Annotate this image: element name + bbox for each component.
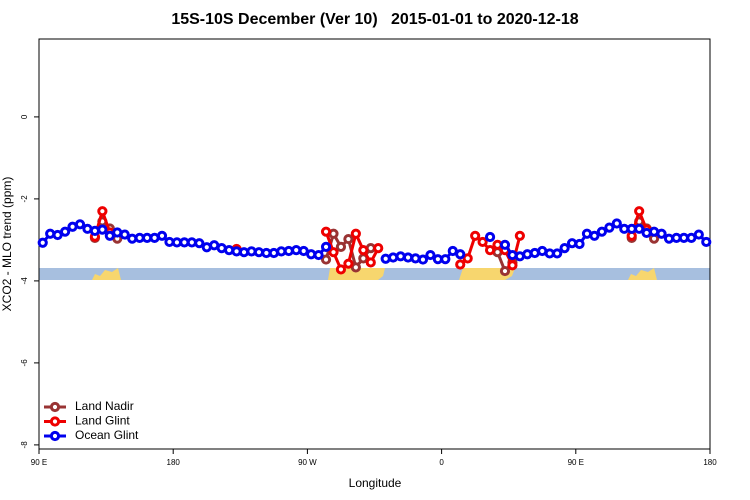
- data-point: [462, 253, 473, 264]
- data-point: [335, 241, 347, 252]
- data-point: [514, 230, 525, 241]
- x-tick-label: 180: [167, 458, 181, 467]
- x-tick-label: 90 W: [298, 458, 317, 467]
- data-point: [611, 218, 622, 229]
- data-point: [97, 206, 108, 217]
- legend-label: Land Glint: [75, 414, 130, 428]
- legend-marker: [49, 430, 61, 442]
- data-point: [97, 224, 108, 235]
- legend-label: Ocean Glint: [75, 428, 139, 442]
- data-point: [589, 230, 600, 241]
- legend-label: Land Nadir: [75, 399, 134, 413]
- data-point: [634, 223, 645, 234]
- data-point: [320, 241, 332, 252]
- data-point: [484, 231, 496, 243]
- land-shape: [92, 268, 121, 280]
- land-shape: [628, 268, 657, 280]
- data-point: [335, 264, 347, 275]
- data-point: [559, 243, 570, 254]
- data-point: [343, 233, 354, 245]
- y-tick-label: -4: [20, 277, 29, 285]
- data-point: [507, 260, 518, 271]
- x-axis-label: Longitude: [349, 476, 402, 490]
- data-point: [596, 226, 607, 237]
- data-point: [194, 238, 205, 249]
- y-tick-label: -2: [20, 195, 29, 203]
- data-point: [440, 254, 451, 265]
- data-point: [74, 219, 86, 230]
- data-point: [156, 230, 168, 241]
- data-point: [350, 228, 361, 239]
- data-point: [59, 226, 71, 237]
- x-tick-label: 90 E: [31, 458, 47, 467]
- data-point: [552, 248, 563, 259]
- data-point: [425, 249, 436, 261]
- data-point: [484, 245, 496, 256]
- data-point: [499, 265, 511, 277]
- data-point: [574, 238, 585, 250]
- data-point: [470, 230, 481, 241]
- x-tick-label: 90 E: [568, 458, 584, 467]
- data-point: [343, 258, 354, 269]
- data-point: [417, 254, 429, 265]
- data-point: [604, 222, 615, 233]
- legend-marker: [49, 401, 61, 413]
- data-point: [320, 226, 332, 237]
- y-tick-label: -8: [20, 441, 29, 449]
- x-tick-label: 180: [703, 458, 717, 467]
- data-point: [455, 249, 466, 260]
- data-point: [313, 249, 324, 261]
- land-band: [39, 268, 710, 280]
- chart-title: 15S-10S December (Ver 10) 2015-01-01 to …: [171, 11, 578, 28]
- data-point: [373, 243, 384, 254]
- data-point: [701, 236, 712, 248]
- data-point: [634, 206, 645, 217]
- data-point: [328, 247, 339, 258]
- y-tick-label: 0: [20, 114, 29, 119]
- x-tick-label: 0: [439, 458, 444, 467]
- data-point: [350, 262, 361, 273]
- data-point: [320, 254, 332, 265]
- data-point: [365, 257, 376, 268]
- data-point: [656, 228, 667, 239]
- y-axis-label: XCO2 - MLO trend (ppm): [0, 177, 14, 312]
- data-point: [499, 239, 511, 250]
- data-point: [455, 259, 466, 270]
- plot: [37, 206, 712, 277]
- legend-marker: [49, 416, 61, 427]
- data-point: [358, 245, 369, 256]
- data-point: [477, 236, 488, 248]
- y-tick-label: -6: [20, 359, 29, 367]
- data-point: [37, 237, 48, 248]
- data-point: [693, 229, 704, 240]
- data-point: [119, 229, 130, 240]
